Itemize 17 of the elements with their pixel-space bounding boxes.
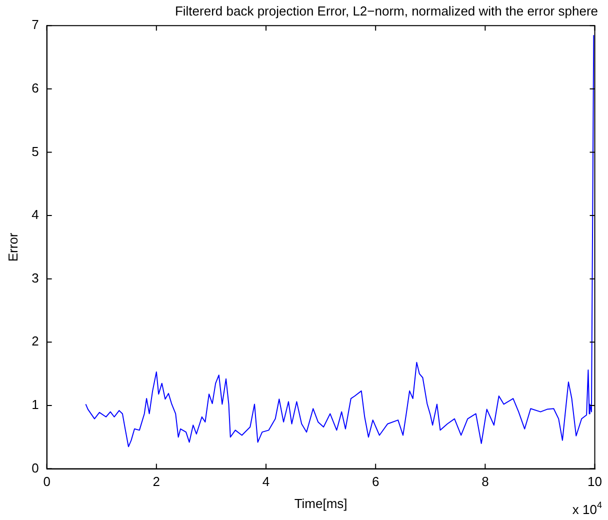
chart-title: Filtererd back projection Error, L2−norm, normalized with the error sphere xyxy=(174,3,598,18)
x-tick-label: 6 xyxy=(372,474,380,490)
x-tick-label: 4 xyxy=(262,474,270,490)
x-tick-label: 8 xyxy=(482,474,489,490)
y-tick-label: 4 xyxy=(32,207,39,222)
y-tick-label: 7 xyxy=(32,17,39,32)
y-tick-label: 6 xyxy=(32,80,39,96)
x-tick-label: 0 xyxy=(43,474,50,490)
y-tick-label: 2 xyxy=(32,334,39,349)
y-tick-label: 0 xyxy=(32,460,39,476)
x-tick-label: 2 xyxy=(152,474,160,490)
y-tick-label: 1 xyxy=(32,397,39,412)
y-tick-label: 5 xyxy=(32,144,39,159)
y-tick-label: 3 xyxy=(32,270,39,286)
x-tick-label: 10 xyxy=(588,474,602,490)
y-axis-title: Error xyxy=(5,232,20,262)
x-axis-title: Time[ms] xyxy=(294,496,348,511)
